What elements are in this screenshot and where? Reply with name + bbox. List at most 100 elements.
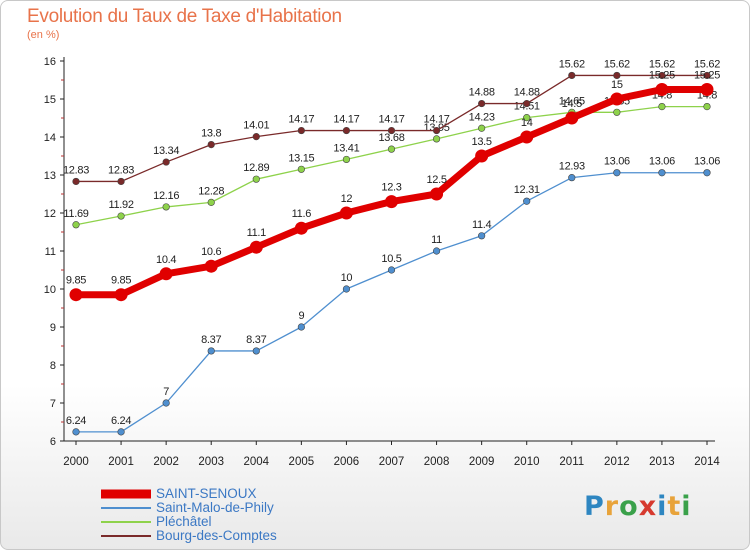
data-point-bourg-des-comptes bbox=[523, 99, 531, 108]
data-point-plechatel bbox=[342, 155, 351, 164]
data-label-saint-malo-de-phily: 7 bbox=[163, 386, 169, 398]
x-tick-label: 2014 bbox=[694, 456, 720, 468]
x-tick-label: 2003 bbox=[198, 456, 224, 468]
data-point-saint-senoux bbox=[565, 111, 579, 125]
chart-subtitle: (en %) bbox=[27, 29, 60, 41]
y-tick-label: 14 bbox=[44, 132, 56, 144]
data-label-saint-senoux: 11.6 bbox=[292, 208, 312, 220]
x-tick-label: 2005 bbox=[289, 456, 315, 468]
data-point-saint-senoux bbox=[430, 187, 444, 201]
data-point-saint-malo-de-phily bbox=[162, 399, 170, 407]
legend-label: Saint-Malo-de-Phily bbox=[156, 500, 274, 515]
data-point-saint-senoux bbox=[610, 92, 624, 106]
legend-label: SAINT-SENOUX bbox=[156, 486, 257, 501]
data-point-saint-senoux bbox=[520, 130, 534, 144]
data-point-plechatel bbox=[207, 198, 215, 206]
data-label-saint-senoux: 14.5 bbox=[562, 98, 582, 110]
data-point-bourg-des-comptes bbox=[387, 126, 396, 135]
chart-title: Evolution du Taux de Taxe d'Habitation bbox=[27, 6, 342, 27]
data-label-saint-senoux: 12.5 bbox=[426, 174, 446, 186]
logo-letter: i bbox=[657, 491, 668, 522]
data-label-plechatel: 12.89 bbox=[243, 162, 269, 174]
data-label-saint-senoux: 15.25 bbox=[649, 70, 675, 82]
data-point-saint-malo-de-phily bbox=[342, 285, 351, 293]
x-tick-label: 2004 bbox=[243, 456, 269, 468]
x-tick-label: 2012 bbox=[604, 456, 630, 468]
data-label-bourg-des-comptes: 12.83 bbox=[108, 164, 134, 176]
legend-item: SAINT-SENOUX bbox=[101, 486, 401, 501]
data-label-saint-malo-de-phily: 10 bbox=[341, 272, 353, 284]
data-label-saint-senoux: 9.85 bbox=[111, 275, 131, 287]
data-label-saint-malo-de-phily: 11.4 bbox=[472, 219, 492, 231]
data-label-bourg-des-comptes: 13.34 bbox=[153, 145, 179, 157]
logo-letter: i bbox=[681, 491, 692, 522]
x-tick-label: 2010 bbox=[514, 456, 540, 468]
x-tick-label: 2008 bbox=[424, 456, 450, 468]
data-label-plechatel: 14.65 bbox=[559, 95, 585, 107]
data-point-saint-malo-de-phily bbox=[568, 174, 576, 182]
legend-item: Pléchâtel bbox=[101, 514, 401, 529]
y-tick-label: 13 bbox=[44, 170, 56, 182]
legend-swatch bbox=[101, 535, 151, 537]
y-tick-label: 16 bbox=[44, 56, 56, 68]
data-point-saint-senoux bbox=[69, 288, 83, 302]
data-label-saint-malo-de-phily: 6.24 bbox=[66, 415, 86, 427]
data-label-saint-malo-de-phily: 12.93 bbox=[559, 161, 585, 173]
y-tick-label: 12 bbox=[44, 208, 56, 220]
data-label-saint-malo-de-phily: 8.37 bbox=[201, 334, 221, 346]
data-label-saint-malo-de-phily: 13.06 bbox=[649, 156, 675, 168]
proxiti-logo: Proxiti bbox=[584, 491, 692, 522]
data-label-saint-senoux: 12 bbox=[341, 193, 353, 205]
data-point-saint-malo-de-phily bbox=[252, 347, 260, 355]
data-label-bourg-des-comptes: 15.62 bbox=[694, 58, 720, 70]
legend-item: Saint-Malo-de-Phily bbox=[101, 500, 401, 515]
y-tick-label: 8 bbox=[50, 360, 56, 372]
data-label-saint-malo-de-phily: 6.24 bbox=[111, 415, 131, 427]
data-point-saint-malo-de-phily bbox=[523, 197, 531, 205]
data-point-saint-senoux bbox=[114, 288, 128, 302]
data-point-saint-malo-de-phily bbox=[703, 169, 711, 177]
x-tick-label: 2002 bbox=[153, 456, 179, 468]
y-tick-label: 10 bbox=[44, 284, 56, 296]
data-point-saint-senoux bbox=[655, 83, 669, 96]
legend-swatch bbox=[101, 507, 151, 509]
data-point-saint-malo-de-phily bbox=[658, 169, 666, 177]
data-label-saint-senoux: 15.25 bbox=[694, 70, 720, 82]
data-label-bourg-des-comptes: 14.17 bbox=[378, 114, 404, 126]
data-point-plechatel bbox=[703, 102, 711, 111]
x-tick-label: 2006 bbox=[334, 456, 360, 468]
data-point-bourg-des-comptes bbox=[207, 141, 215, 149]
data-point-saint-malo-de-phily bbox=[207, 347, 215, 355]
x-tick-label: 2009 bbox=[469, 456, 495, 468]
logo-letter: P bbox=[584, 491, 605, 522]
data-label-plechatel: 13.68 bbox=[378, 132, 404, 144]
data-label-plechatel: 14.23 bbox=[469, 111, 495, 123]
legend-label: Bourg-des-Comptes bbox=[156, 528, 277, 543]
data-label-saint-malo-de-phily: 12.31 bbox=[514, 184, 540, 196]
legend-item: Bourg-des-Comptes bbox=[101, 528, 401, 543]
data-label-saint-senoux: 13.5 bbox=[472, 136, 492, 148]
data-point-plechatel bbox=[478, 124, 486, 132]
data-point-plechatel bbox=[252, 175, 260, 183]
data-label-saint-senoux: 14 bbox=[521, 117, 533, 129]
data-point-bourg-des-comptes bbox=[252, 133, 260, 141]
x-tick-label: 2007 bbox=[379, 456, 405, 468]
y-tick-label: 11 bbox=[45, 246, 56, 258]
x-tick-label: 2001 bbox=[108, 456, 134, 468]
x-tick-label: 2000 bbox=[63, 456, 89, 468]
data-point-plechatel bbox=[523, 114, 531, 122]
data-point-bourg-des-comptes bbox=[117, 177, 125, 186]
data-point-plechatel bbox=[658, 102, 666, 111]
data-label-saint-malo-de-phily: 10.5 bbox=[381, 253, 401, 265]
data-point-saint-senoux bbox=[700, 83, 714, 96]
legend-label: Pléchâtel bbox=[156, 514, 212, 529]
data-label-saint-malo-de-phily: 13.06 bbox=[694, 156, 720, 168]
data-label-plechatel: 13.15 bbox=[288, 152, 314, 164]
data-point-bourg-des-comptes bbox=[478, 99, 486, 108]
data-point-bourg-des-comptes bbox=[703, 71, 711, 80]
y-tick-label: 15 bbox=[44, 94, 56, 106]
data-point-saint-senoux bbox=[475, 149, 489, 163]
data-label-saint-malo-de-phily: 9 bbox=[298, 310, 304, 322]
y-tick-label: 7 bbox=[50, 398, 56, 410]
